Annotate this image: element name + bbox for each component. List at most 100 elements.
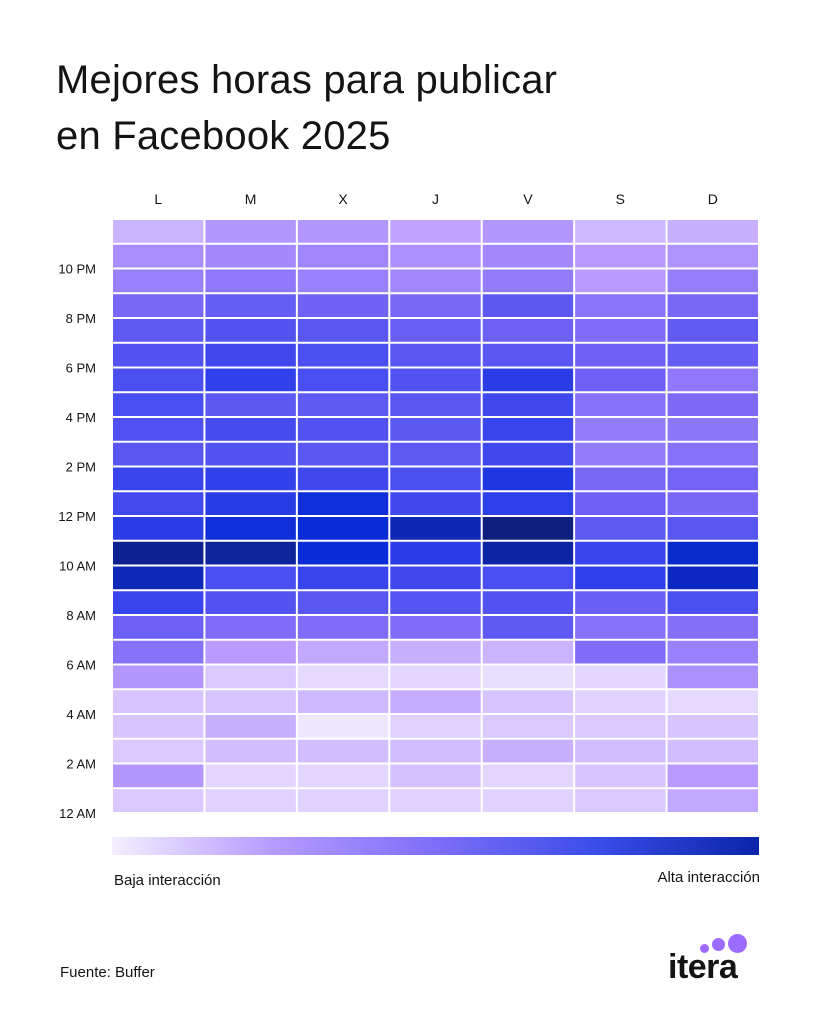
hour-label: 12 AM	[59, 806, 96, 821]
heatmap-cell	[390, 566, 481, 590]
source-note: Fuente: Buffer	[60, 964, 155, 981]
day-label-m: M	[245, 191, 257, 207]
heatmap-cell	[667, 467, 758, 491]
heatmap-cell	[390, 269, 481, 293]
day-label-d: D	[708, 191, 718, 207]
heatmap-cell	[482, 541, 574, 565]
heatmap-cell	[482, 220, 574, 243]
heatmap-cell	[297, 616, 389, 639]
heatmap-cell	[482, 690, 574, 713]
heatmap-cell	[297, 368, 389, 392]
hour-label: 6 PM	[66, 361, 96, 376]
heatmap-cell	[575, 616, 666, 639]
heatmap-cell	[575, 368, 666, 392]
heatmap-cell	[390, 789, 481, 812]
heatmap-cell	[297, 789, 389, 812]
heatmap-cell	[205, 517, 296, 540]
heatmap-cell	[297, 764, 389, 788]
heatmap-cell	[575, 665, 666, 689]
heatmap-cell	[297, 715, 389, 738]
heatmap-cell	[113, 294, 204, 317]
page-title: Mejores horas para publicar en Facebook …	[56, 52, 756, 164]
heatmap-cell	[297, 269, 389, 293]
heatmap-cell	[667, 764, 758, 788]
heatmap-cell	[575, 319, 666, 342]
heatmap-cell	[482, 492, 574, 515]
heatmap-cell	[113, 467, 204, 491]
heatmap-cell	[205, 616, 296, 639]
heatmap-cell	[482, 418, 574, 441]
heatmap-cell	[205, 343, 296, 367]
heatmap-chart: L M X J V S D 10 PM 8 PM 6 PM 4 PM 2 PM 12 PM 10 AM 8 …	[58, 191, 758, 821]
logo-text: itera	[668, 948, 738, 986]
heatmap-cell	[667, 566, 758, 590]
hour-label: 8 PM	[66, 311, 96, 326]
hour-label: 10 PM	[58, 262, 96, 277]
heatmap-cell	[390, 442, 481, 466]
heatmap-cell	[205, 368, 296, 392]
heatmap-cell	[297, 591, 389, 614]
heatmap-cell	[205, 715, 296, 738]
heatmap-cell	[575, 343, 666, 367]
heatmap-cell	[205, 591, 296, 614]
heatmap-cell	[667, 616, 758, 639]
heatmap-cell	[113, 368, 204, 392]
heatmap-cell	[205, 467, 296, 491]
heatmap-cell	[482, 591, 574, 614]
heatmap-cell	[297, 393, 389, 416]
heatmap-cell	[113, 442, 204, 466]
heatmap-cell	[205, 566, 296, 590]
heatmap-cell	[113, 541, 204, 565]
hour-label: 6 AM	[66, 658, 96, 673]
heatmap-cell	[297, 244, 389, 268]
heatmap-cell	[113, 764, 204, 788]
heatmap-cell	[482, 715, 574, 738]
heatmap-cell	[482, 616, 574, 639]
heatmap-cell	[205, 789, 296, 812]
heatmap-cell	[482, 764, 574, 788]
heatmap-cell	[667, 665, 758, 689]
heatmap-cell	[297, 220, 389, 243]
heatmap-cell	[390, 467, 481, 491]
itera-logo: itera	[668, 934, 758, 984]
heatmap-cell	[113, 343, 204, 367]
heatmap-cell	[575, 492, 666, 515]
hour-label: 4 AM	[66, 707, 96, 722]
heatmap-cell	[113, 319, 204, 342]
heatmap-cell	[667, 269, 758, 293]
heatmap-cell	[575, 467, 666, 491]
heatmap-cell	[482, 789, 574, 812]
heatmap-cell	[575, 294, 666, 317]
day-label-l: L	[154, 191, 162, 207]
heatmap-cell	[667, 220, 758, 243]
heatmap-cell	[205, 541, 296, 565]
heatmap-cell	[390, 492, 481, 515]
heatmap-cell	[575, 591, 666, 614]
heatmap-cell	[390, 244, 481, 268]
heatmap-cell	[297, 467, 389, 491]
heatmap-cell	[575, 715, 666, 738]
heatmap-cell	[575, 393, 666, 416]
heatmap-cell	[113, 690, 204, 713]
heatmap-cell	[575, 566, 666, 590]
heatmap-cell	[205, 640, 296, 664]
heatmap-cell	[390, 418, 481, 441]
heatmap-cell	[297, 418, 389, 441]
heatmap-cell	[667, 739, 758, 763]
heatmap-cell	[297, 492, 389, 515]
heatmap-cell	[390, 764, 481, 788]
heatmap-cell	[297, 566, 389, 590]
heatmap-cell	[205, 220, 296, 243]
heatmap-cell	[390, 220, 481, 243]
heatmap-cell	[297, 319, 389, 342]
heatmap-cell	[205, 319, 296, 342]
heatmap-cell	[667, 294, 758, 317]
heatmap-cell	[667, 393, 758, 416]
heatmap-cell	[667, 244, 758, 268]
title-line-2: en Facebook 2025	[56, 114, 391, 158]
heatmap-cell	[113, 739, 204, 763]
heatmap-cell	[390, 319, 481, 342]
heatmap-cell	[575, 517, 666, 540]
heatmap-cell	[667, 492, 758, 515]
heatmap-cell	[482, 294, 574, 317]
